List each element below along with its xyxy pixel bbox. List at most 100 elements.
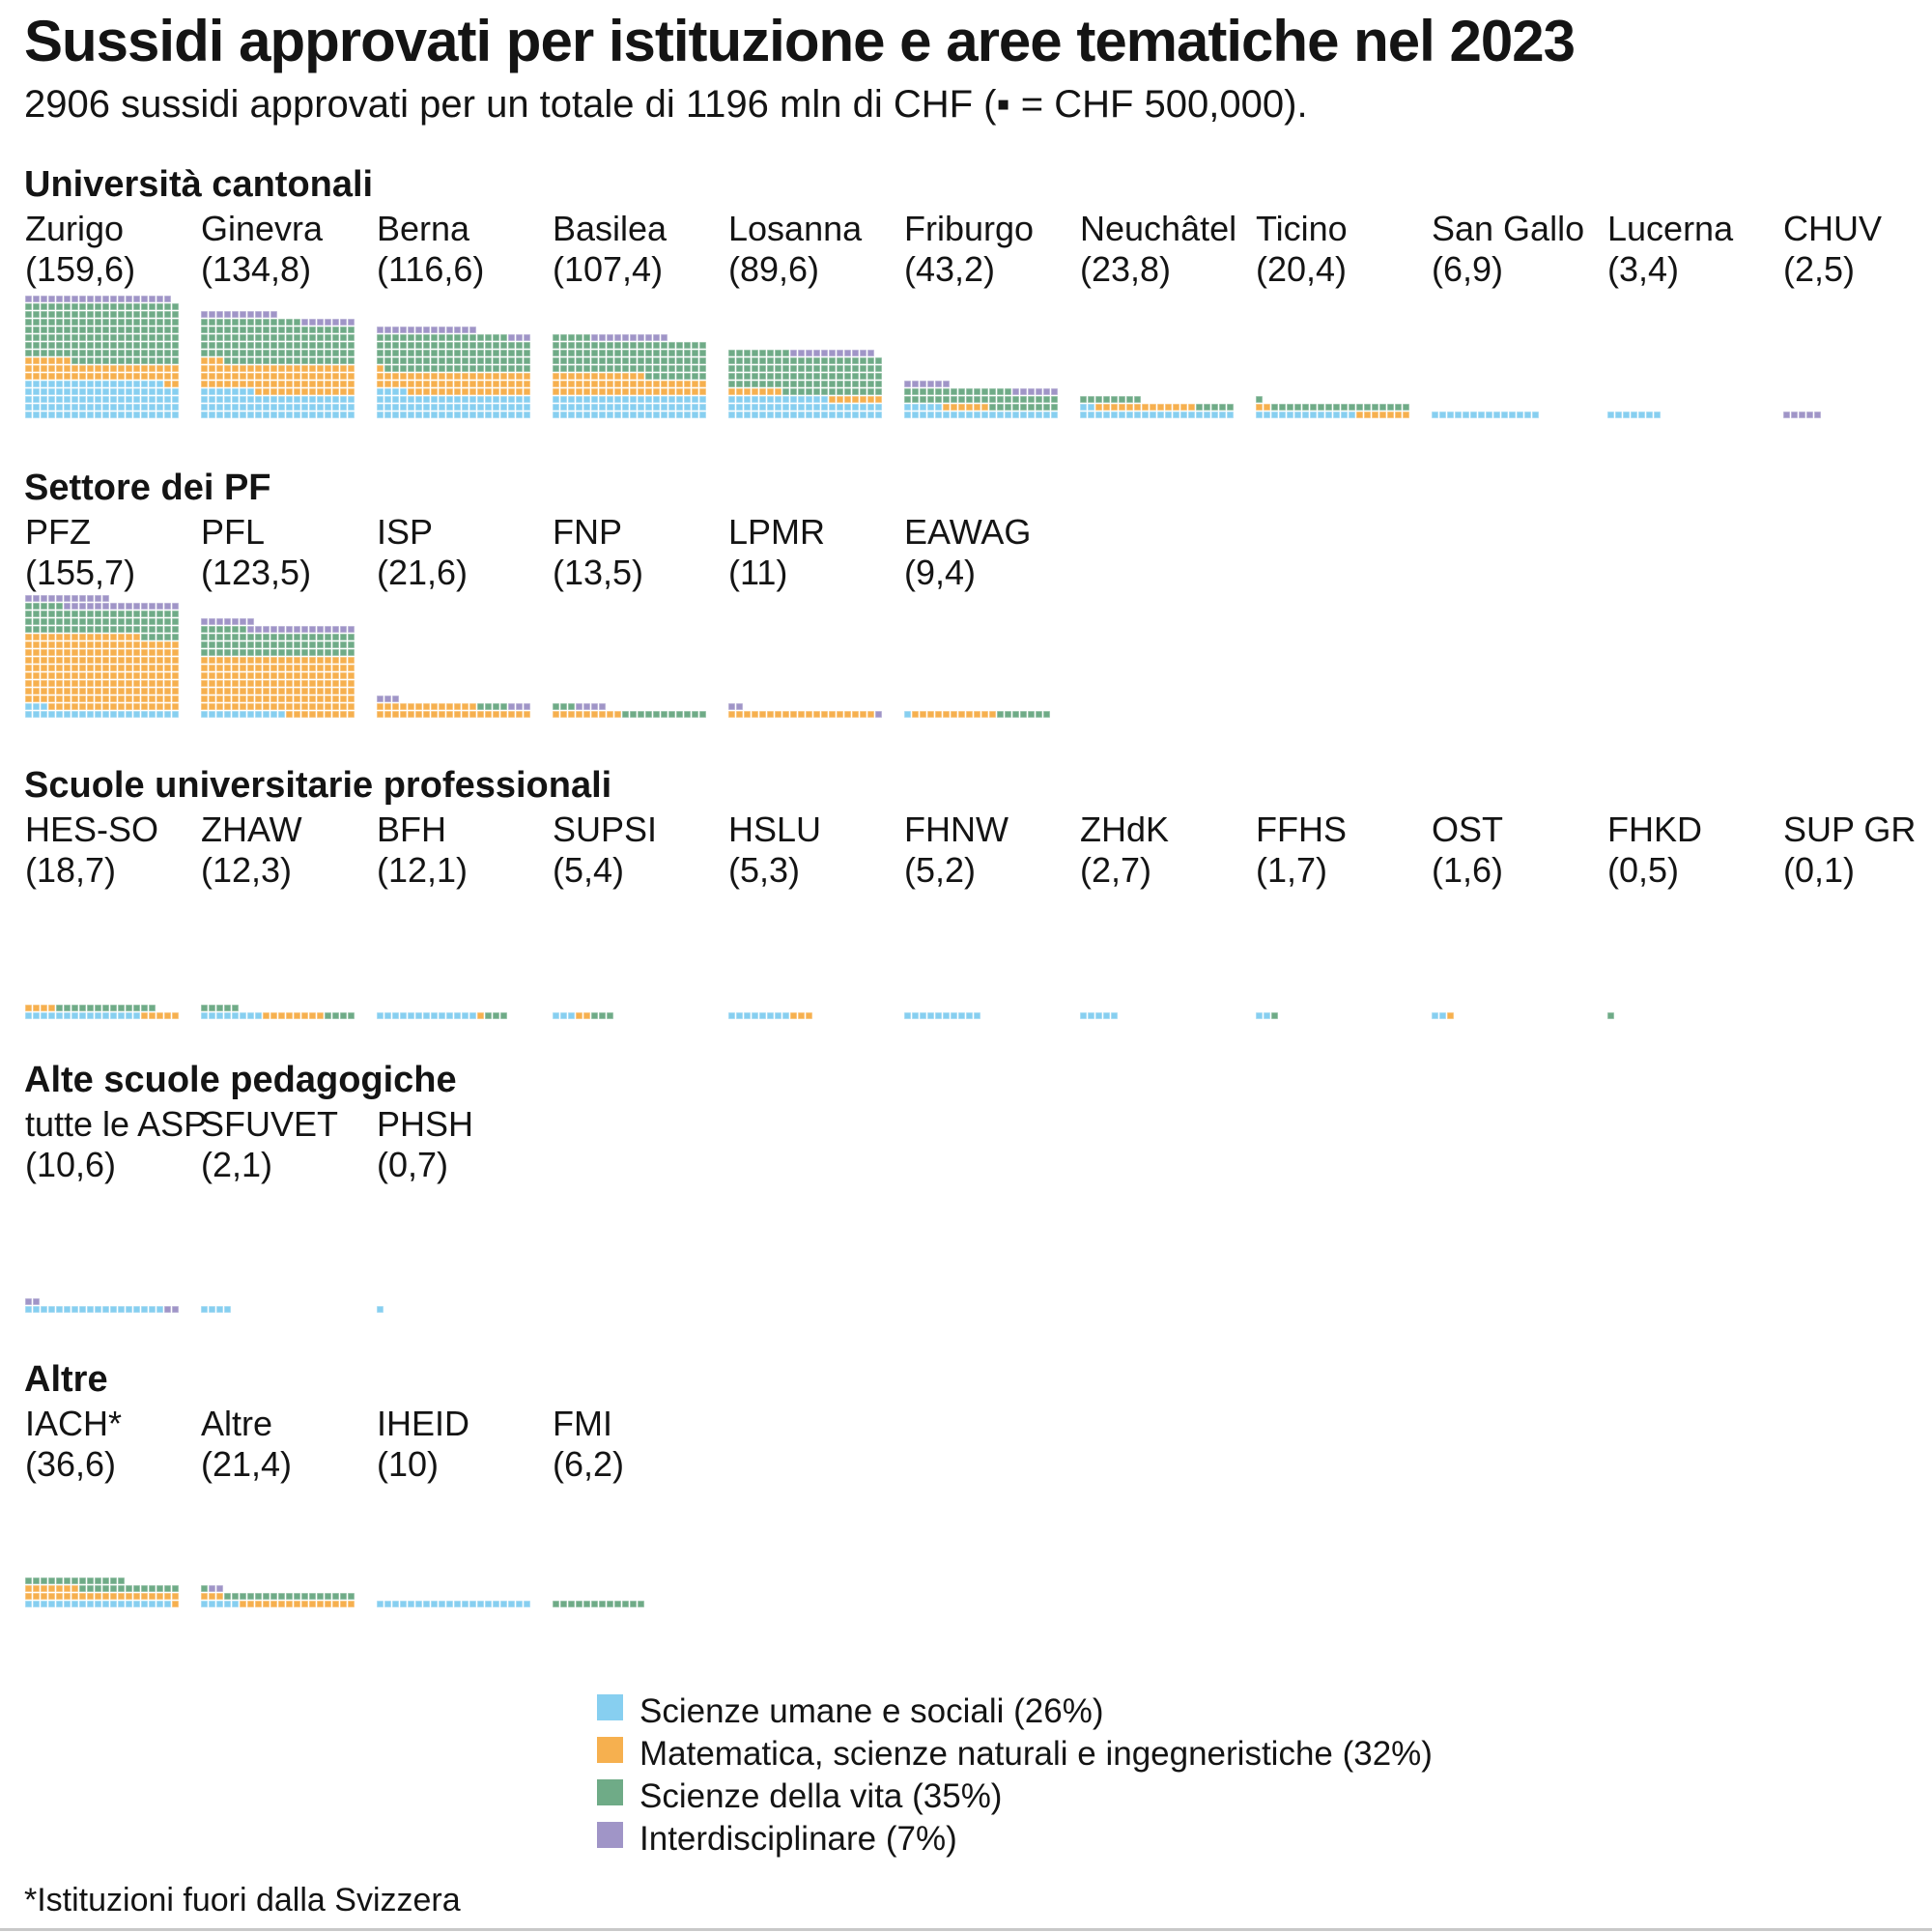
unit-square bbox=[71, 665, 78, 671]
unit-square bbox=[309, 1012, 316, 1019]
unit-square bbox=[904, 396, 911, 403]
unit-square bbox=[133, 412, 140, 418]
unit-square bbox=[270, 404, 277, 411]
unit-square bbox=[64, 381, 71, 387]
unit-square bbox=[462, 412, 469, 418]
unit-square bbox=[692, 381, 698, 387]
unit-square bbox=[630, 404, 637, 411]
unit-square bbox=[201, 703, 208, 710]
unit-square bbox=[87, 396, 94, 403]
unit-square bbox=[813, 396, 820, 403]
unit-square bbox=[439, 1601, 445, 1607]
unit-square bbox=[332, 404, 339, 411]
institution-label-eawag: EAWAG bbox=[904, 512, 1032, 552]
unit-square bbox=[33, 665, 40, 671]
unit-square bbox=[224, 319, 231, 326]
unit-square bbox=[653, 412, 660, 418]
unit-square bbox=[133, 365, 140, 372]
unit-square bbox=[48, 1012, 55, 1019]
unit-square bbox=[431, 412, 438, 418]
unit-square bbox=[240, 334, 246, 341]
unit-square bbox=[493, 1601, 499, 1607]
unit-square bbox=[102, 703, 109, 710]
unit-square bbox=[201, 365, 208, 372]
unit-square bbox=[997, 412, 1004, 418]
unit-square bbox=[516, 365, 523, 372]
unit-square bbox=[118, 319, 125, 326]
unit-square bbox=[798, 365, 805, 372]
unit-square bbox=[759, 396, 766, 403]
unit-square bbox=[377, 404, 384, 411]
unit-square bbox=[64, 711, 71, 718]
unit-square bbox=[920, 711, 926, 718]
unit-square bbox=[576, 381, 582, 387]
unit-square bbox=[141, 1012, 148, 1019]
unit-square bbox=[102, 1593, 109, 1600]
unit-square bbox=[247, 334, 254, 341]
unit-square bbox=[232, 342, 239, 349]
unit-square bbox=[278, 1012, 285, 1019]
institution-value-fnp: (13,5) bbox=[553, 553, 644, 592]
unit-square bbox=[71, 672, 78, 679]
unit-square bbox=[56, 1601, 63, 1607]
unit-square bbox=[469, 365, 476, 372]
unit-square bbox=[744, 404, 751, 411]
unit-square bbox=[79, 388, 86, 395]
unit-square bbox=[95, 1577, 101, 1584]
unit-square bbox=[232, 334, 239, 341]
unit-square bbox=[209, 381, 215, 387]
unit-square bbox=[668, 388, 675, 395]
unit-square bbox=[377, 388, 384, 395]
unit-square bbox=[301, 334, 308, 341]
unit-square bbox=[317, 396, 324, 403]
unit-square bbox=[240, 381, 246, 387]
unit-square bbox=[216, 641, 223, 648]
unit-square bbox=[56, 1585, 63, 1592]
unit-square bbox=[1271, 1012, 1278, 1019]
unit-square bbox=[462, 342, 469, 349]
unit-square bbox=[56, 641, 63, 648]
unit-square bbox=[348, 703, 355, 710]
unit-square bbox=[415, 334, 422, 341]
unit-square bbox=[348, 1601, 355, 1607]
unit-square bbox=[813, 357, 820, 364]
unit-square bbox=[118, 703, 125, 710]
unit-square bbox=[798, 396, 805, 403]
unit-square bbox=[454, 357, 461, 364]
unit-square bbox=[607, 711, 613, 718]
unit-square bbox=[400, 1601, 407, 1607]
unit-square bbox=[446, 381, 453, 387]
unit-square bbox=[56, 350, 63, 356]
unit-square bbox=[102, 373, 109, 380]
unit-square bbox=[408, 381, 414, 387]
unit-square bbox=[317, 1593, 324, 1600]
institution-value-isp: (21,6) bbox=[377, 553, 469, 592]
unit-square bbox=[591, 1601, 598, 1607]
unit-square bbox=[133, 388, 140, 395]
unit-square bbox=[118, 357, 125, 364]
unit-square bbox=[553, 334, 559, 341]
unit-square bbox=[1095, 1012, 1102, 1019]
unit-square bbox=[553, 373, 559, 380]
unit-square bbox=[286, 327, 293, 333]
unit-square bbox=[102, 1585, 109, 1592]
unit-square bbox=[56, 396, 63, 403]
unit-square bbox=[951, 711, 957, 718]
unit-square bbox=[591, 373, 598, 380]
unit-square bbox=[1349, 412, 1355, 418]
unit-square bbox=[149, 641, 156, 648]
unit-square bbox=[317, 626, 324, 633]
unit-square bbox=[943, 412, 950, 418]
institution-label-lucerna: Lucerna bbox=[1607, 209, 1734, 248]
unit-square bbox=[431, 381, 438, 387]
unit-square bbox=[255, 657, 262, 664]
unit-square bbox=[33, 1577, 40, 1584]
unit-square bbox=[415, 381, 422, 387]
unit-square bbox=[95, 311, 101, 318]
unit-square bbox=[25, 342, 32, 349]
unit-square bbox=[408, 412, 414, 418]
unit-square bbox=[172, 381, 179, 387]
unit-square bbox=[79, 296, 86, 302]
unit-square bbox=[25, 334, 32, 341]
unit-square bbox=[56, 618, 63, 625]
